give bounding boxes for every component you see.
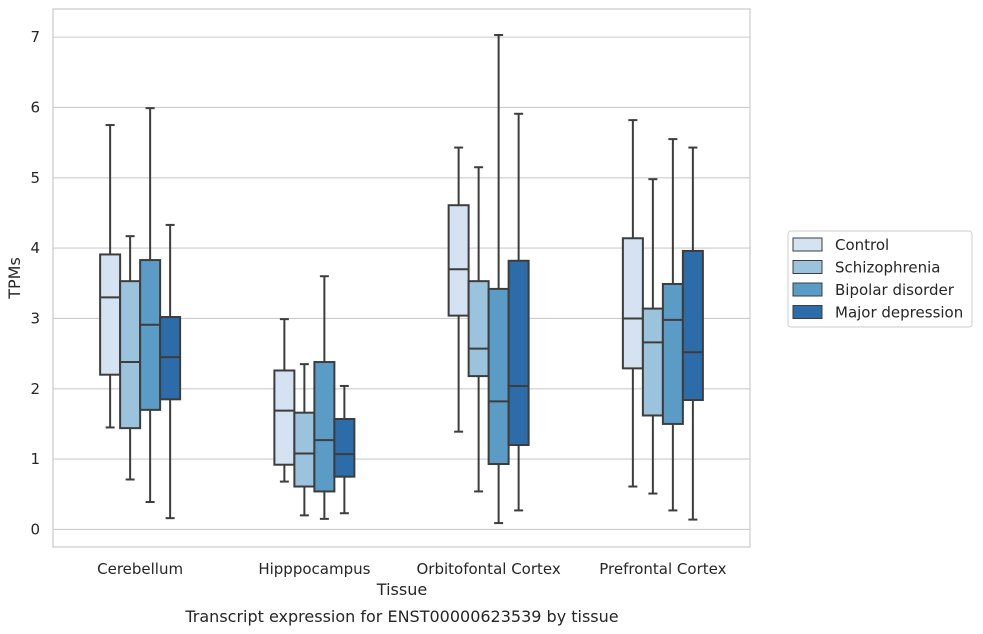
y-tick-label: 1 bbox=[30, 450, 40, 468]
legend-label: Control bbox=[835, 236, 889, 254]
x-tick-label: Cerebellum bbox=[97, 560, 183, 578]
box bbox=[159, 223, 182, 520]
box bbox=[487, 34, 510, 525]
legend-frame bbox=[787, 230, 973, 328]
x-axis-ticks: Cerebellum Hipppocampus Orbitofontal Corte… bbox=[97, 560, 726, 578]
legend-item: Bipolar disorder bbox=[792, 281, 955, 299]
box-body bbox=[273, 369, 296, 466]
box-body bbox=[487, 287, 510, 466]
x-tick-label: Hipppocampus bbox=[258, 560, 370, 578]
box-body bbox=[119, 280, 142, 430]
legend-label: Schizophrenia bbox=[835, 259, 940, 277]
box-body bbox=[447, 204, 470, 317]
y-tick-label: 0 bbox=[30, 520, 40, 538]
box-body bbox=[467, 280, 490, 378]
box bbox=[447, 146, 470, 433]
y-tick-label: 5 bbox=[30, 169, 40, 187]
box-body bbox=[333, 418, 356, 478]
box-body bbox=[293, 411, 316, 488]
legend-label: Bipolar disorder bbox=[835, 281, 955, 299]
box-body bbox=[159, 316, 182, 401]
legend: Control Schizophrenia Bipolar disorder Majo… bbox=[787, 230, 973, 328]
box-body bbox=[139, 259, 162, 411]
y-tick-label: 2 bbox=[30, 380, 40, 398]
series-schizophrenia bbox=[119, 166, 664, 517]
legend-item: Schizophrenia bbox=[792, 259, 940, 277]
y-axis-label: TPMs bbox=[5, 257, 24, 300]
legend-swatch bbox=[792, 237, 823, 252]
box bbox=[467, 166, 490, 493]
boxplot-series bbox=[99, 34, 704, 525]
x-tick-label: Prefrontal Cortex bbox=[599, 560, 726, 578]
legend-item: Control bbox=[792, 236, 889, 254]
y-axis-ticks: 0 1 2 3 4 5 6 7 bbox=[30, 28, 40, 538]
box bbox=[99, 124, 122, 429]
y-tick-label: 7 bbox=[30, 28, 40, 46]
x-axis-label: Tissue bbox=[376, 580, 427, 599]
box bbox=[661, 138, 684, 512]
y-tick-label: 4 bbox=[30, 239, 40, 257]
y-tick-label: 3 bbox=[30, 309, 40, 327]
box-body bbox=[313, 361, 336, 493]
box-body bbox=[681, 249, 704, 402]
legend-label: Major depression bbox=[835, 304, 963, 322]
box-body bbox=[641, 307, 664, 417]
legend-item: Major depression bbox=[792, 304, 963, 322]
series-major-depression bbox=[159, 112, 704, 521]
box bbox=[621, 119, 644, 488]
chart-caption: Transcript expression for ENST0000062353… bbox=[184, 607, 618, 626]
y-tick-label: 6 bbox=[30, 98, 40, 116]
box-body bbox=[621, 237, 644, 370]
plot-area-frame bbox=[52, 8, 751, 548]
x-tick-label: Orbitofontal Cortex bbox=[417, 560, 561, 578]
box bbox=[313, 275, 336, 520]
legend-swatch bbox=[792, 260, 823, 274]
series-control bbox=[99, 119, 644, 488]
box bbox=[273, 318, 296, 483]
box-body bbox=[507, 259, 530, 447]
series-bipolar-disorder bbox=[139, 34, 684, 525]
box bbox=[681, 146, 704, 521]
box bbox=[333, 384, 356, 515]
box-body bbox=[661, 282, 684, 425]
box bbox=[507, 112, 530, 512]
legend-swatch bbox=[792, 282, 823, 297]
legend-swatch bbox=[792, 305, 823, 319]
box bbox=[119, 235, 142, 481]
box-body bbox=[99, 253, 122, 376]
